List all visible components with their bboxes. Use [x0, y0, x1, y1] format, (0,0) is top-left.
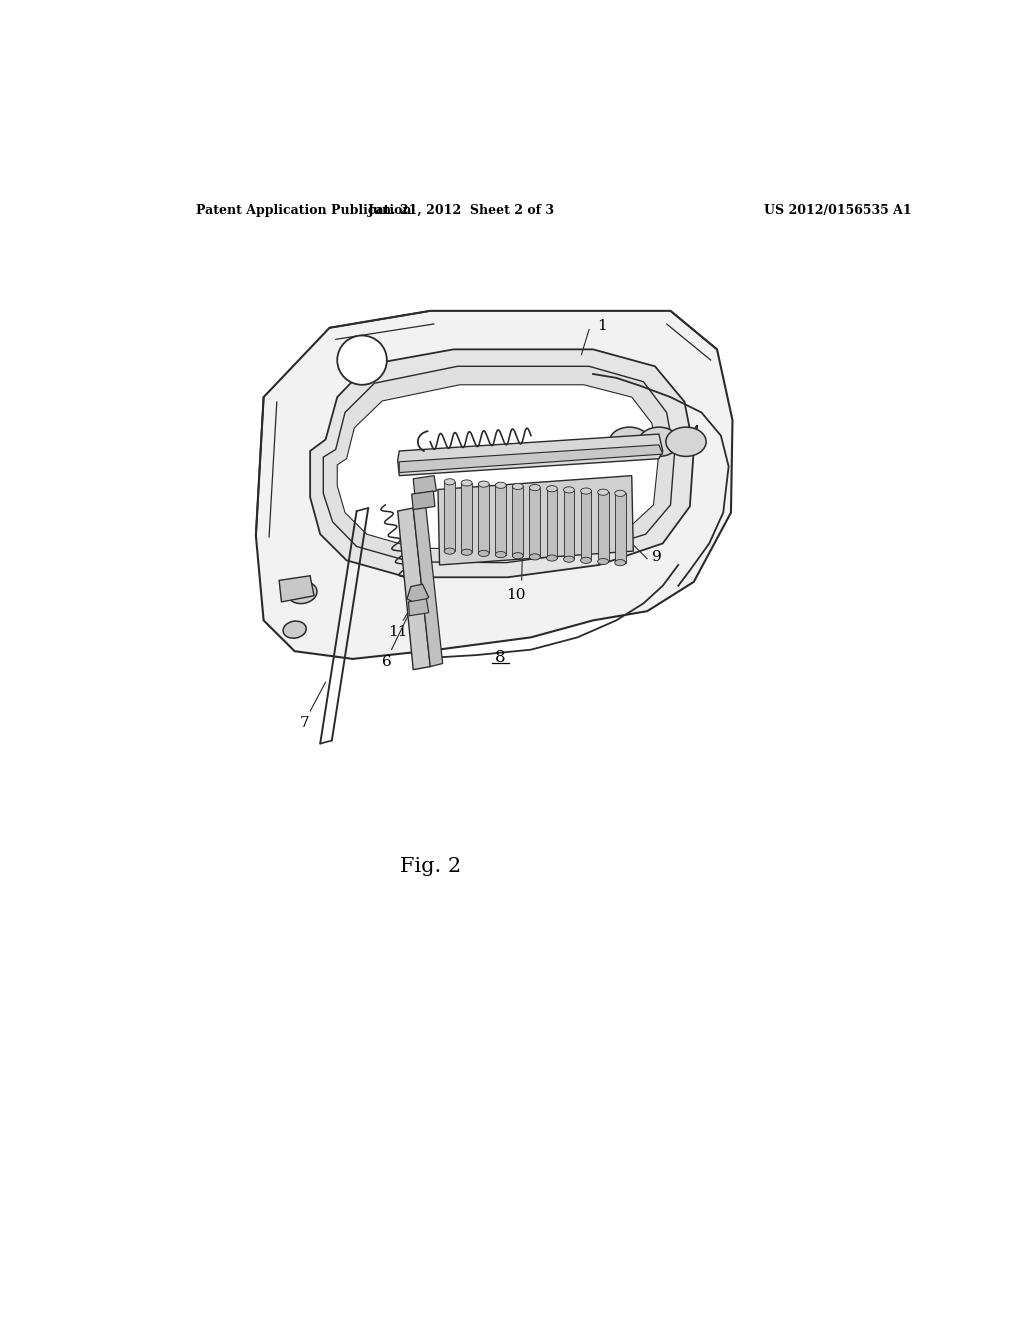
- Polygon shape: [444, 482, 455, 552]
- Ellipse shape: [529, 484, 541, 491]
- Polygon shape: [409, 599, 429, 615]
- Text: 9: 9: [652, 550, 662, 564]
- Ellipse shape: [547, 554, 557, 561]
- Polygon shape: [310, 350, 693, 577]
- Ellipse shape: [283, 622, 306, 638]
- Polygon shape: [461, 483, 472, 552]
- Ellipse shape: [666, 428, 707, 457]
- Polygon shape: [280, 576, 314, 602]
- Polygon shape: [397, 434, 663, 475]
- Text: 11: 11: [388, 626, 408, 639]
- Ellipse shape: [581, 557, 592, 564]
- Ellipse shape: [529, 554, 541, 560]
- Ellipse shape: [609, 428, 649, 457]
- Ellipse shape: [444, 479, 455, 484]
- Text: Fig. 2: Fig. 2: [399, 857, 461, 876]
- Text: 1: 1: [597, 319, 606, 333]
- Polygon shape: [324, 367, 675, 562]
- Ellipse shape: [461, 549, 472, 556]
- Polygon shape: [598, 492, 608, 561]
- Ellipse shape: [547, 486, 557, 492]
- Ellipse shape: [512, 553, 523, 558]
- Text: 10: 10: [506, 589, 525, 602]
- Polygon shape: [397, 508, 430, 669]
- Polygon shape: [412, 491, 435, 510]
- Ellipse shape: [614, 490, 626, 496]
- Ellipse shape: [598, 558, 608, 565]
- Text: 8: 8: [495, 649, 505, 665]
- Ellipse shape: [444, 548, 455, 554]
- Ellipse shape: [461, 480, 472, 486]
- Polygon shape: [414, 506, 442, 667]
- Ellipse shape: [288, 582, 317, 603]
- Polygon shape: [529, 487, 541, 557]
- Ellipse shape: [581, 488, 592, 494]
- Polygon shape: [478, 484, 489, 553]
- Text: 4: 4: [690, 425, 700, 438]
- Polygon shape: [563, 490, 574, 560]
- Ellipse shape: [563, 487, 574, 492]
- Ellipse shape: [478, 550, 489, 557]
- Polygon shape: [496, 486, 506, 554]
- Polygon shape: [512, 487, 523, 556]
- Text: Patent Application Publication: Patent Application Publication: [197, 205, 412, 218]
- Ellipse shape: [512, 483, 523, 490]
- Polygon shape: [407, 585, 429, 605]
- Text: 16: 16: [413, 589, 432, 602]
- Ellipse shape: [614, 560, 626, 566]
- Text: 6: 6: [382, 655, 392, 669]
- Polygon shape: [399, 445, 663, 473]
- Ellipse shape: [496, 482, 506, 488]
- Circle shape: [337, 335, 387, 385]
- Polygon shape: [547, 488, 557, 558]
- Text: Jun. 21, 2012  Sheet 2 of 3: Jun. 21, 2012 Sheet 2 of 3: [368, 205, 555, 218]
- Polygon shape: [581, 491, 592, 560]
- Ellipse shape: [478, 480, 489, 487]
- Text: US 2012/0156535 A1: US 2012/0156535 A1: [764, 205, 911, 218]
- Polygon shape: [256, 312, 732, 659]
- Ellipse shape: [496, 552, 506, 557]
- Polygon shape: [614, 494, 626, 562]
- Polygon shape: [438, 475, 633, 565]
- Polygon shape: [337, 385, 658, 549]
- Ellipse shape: [563, 556, 574, 562]
- Polygon shape: [414, 475, 436, 494]
- Text: 7: 7: [300, 715, 309, 730]
- Ellipse shape: [598, 490, 608, 495]
- Ellipse shape: [639, 428, 679, 457]
